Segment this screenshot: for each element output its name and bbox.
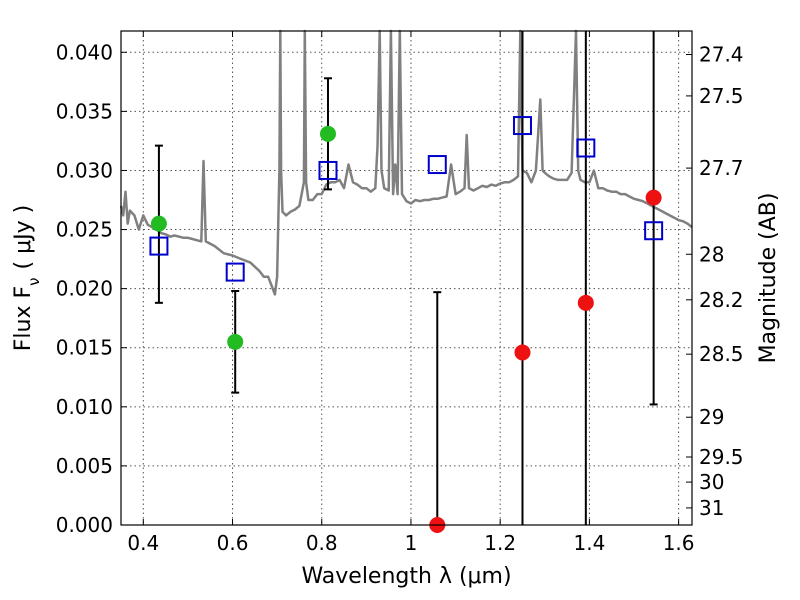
model-square-point [225, 262, 245, 282]
green-data-point [319, 125, 336, 142]
y-tick-label: 0.025 [56, 218, 113, 242]
photometry-markers [149, 116, 664, 533]
x-tick-label: 1 [405, 531, 418, 555]
y-tick-label: 0.035 [56, 99, 113, 123]
y-tick-label: 0.020 [56, 277, 113, 301]
model-square-point [427, 155, 447, 175]
error-bars [154, 31, 658, 525]
y-ticks: 0.000 0.005 0.010 0.015 0.020 0.025 0.030 0.035… [56, 40, 127, 537]
model-square-point [576, 138, 596, 158]
y2-tick-label: 27.7 [699, 156, 744, 180]
x-tick-label: 0.4 [127, 531, 159, 555]
y-tick-label: 0.030 [56, 158, 113, 182]
y2-axis-title: Magnitude (AB) [756, 193, 781, 364]
y-axis-title-subscript: ν [25, 277, 43, 285]
y-tick-label: 0.010 [56, 395, 113, 419]
x-axis-title: Wavelength λ (μm) [301, 564, 511, 589]
model-square-point [512, 116, 532, 136]
y-axis-title: Flux Fν ( μJy ) [11, 205, 43, 351]
red-data-point [645, 189, 662, 206]
y-tick-label: 0.000 [56, 513, 113, 537]
x-tick-label: 1.2 [484, 531, 516, 555]
x-tick-label: 1.4 [573, 531, 605, 555]
grid-lines [121, 31, 692, 526]
x-tick-label: 1.6 [663, 531, 695, 555]
y2-tick-label: 30 [699, 470, 724, 494]
y2-tick-label: 27.5 [699, 84, 744, 108]
model-square-point [644, 221, 664, 241]
green-data-point [227, 333, 244, 350]
red-data-point [514, 344, 531, 361]
x-ticks: 0.4 0.6 0.8 1 1.2 1.4 1.6 [127, 31, 695, 555]
y2-tick-label: 29 [699, 405, 724, 429]
template-spectrum-line [119, 29, 693, 296]
x-tick-label: 0.8 [306, 531, 338, 555]
plot-frame [120, 30, 693, 526]
y2-tick-label: 28 [699, 242, 724, 266]
y-axis-title-main: Flux F [11, 286, 36, 351]
template-spectrum [119, 29, 693, 296]
green-data-point [150, 215, 167, 232]
y2-tick-label: 28.5 [699, 342, 744, 366]
y2-tick-label: 28.2 [699, 288, 744, 312]
y2-tick-label: 31 [699, 496, 724, 520]
y-tick-label: 0.040 [56, 40, 113, 64]
y-tick-label: 0.005 [56, 454, 113, 478]
model-square-point [149, 236, 169, 256]
x-tick-label: 0.6 [217, 531, 249, 555]
red-data-point [577, 294, 594, 311]
y2-tick-label: 29.5 [699, 445, 744, 469]
y-axis-title-unit: ( μJy ) [11, 205, 36, 270]
y2-tick-label: 27.4 [699, 43, 744, 67]
model-square-point [318, 160, 338, 180]
y-tick-label: 0.015 [56, 336, 113, 360]
